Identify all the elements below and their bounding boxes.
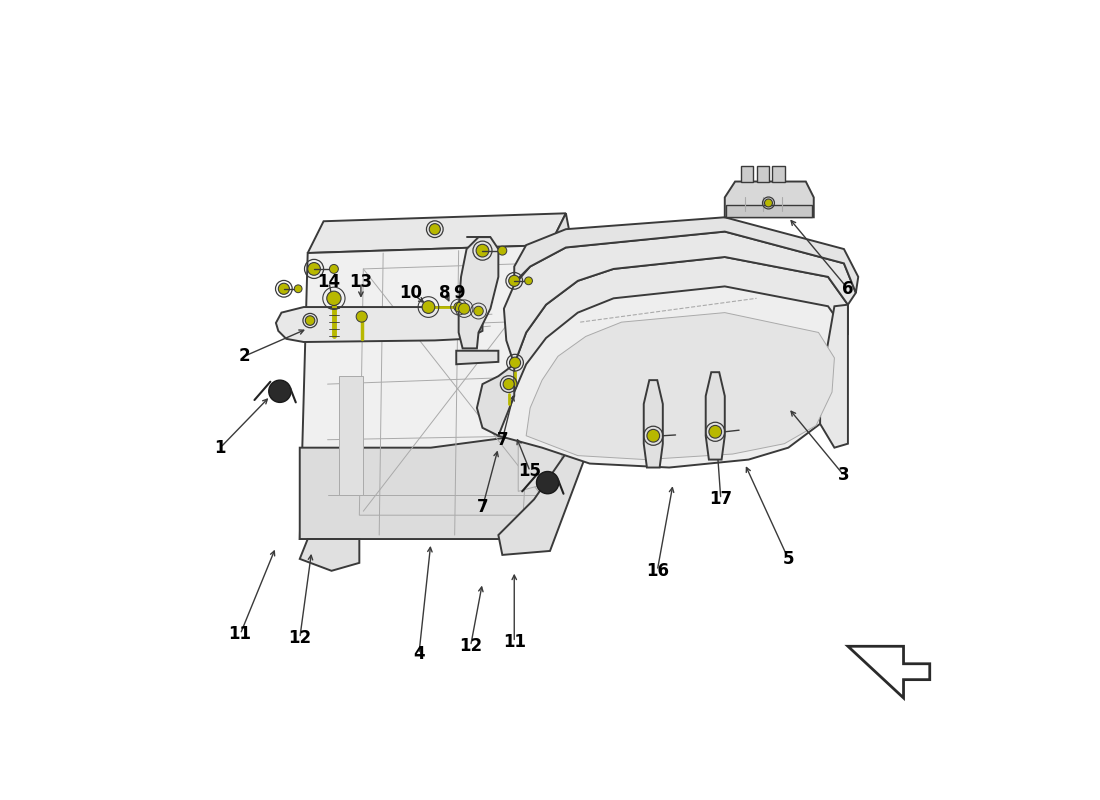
Text: 9: 9 [453, 284, 464, 302]
Circle shape [537, 471, 559, 494]
Polygon shape [300, 539, 360, 571]
Text: 12: 12 [459, 638, 482, 655]
Circle shape [764, 199, 772, 207]
Polygon shape [515, 218, 858, 293]
Polygon shape [300, 245, 586, 539]
Text: 11: 11 [229, 626, 252, 643]
Circle shape [330, 265, 339, 274]
Text: 16: 16 [646, 562, 669, 580]
Circle shape [476, 244, 488, 257]
Circle shape [429, 224, 440, 234]
Text: 13: 13 [350, 274, 373, 291]
Polygon shape [459, 237, 498, 348]
Circle shape [278, 283, 289, 294]
Circle shape [525, 277, 532, 285]
Polygon shape [276, 307, 483, 342]
Polygon shape [498, 257, 848, 436]
Text: 3: 3 [838, 466, 850, 485]
Polygon shape [706, 372, 725, 459]
Text: 11: 11 [503, 634, 526, 651]
Text: 2: 2 [239, 347, 250, 366]
Circle shape [295, 285, 302, 293]
Polygon shape [644, 380, 663, 467]
Circle shape [306, 316, 315, 326]
Circle shape [327, 291, 341, 306]
Polygon shape [518, 380, 562, 491]
Polygon shape [456, 350, 498, 364]
Text: 17: 17 [710, 490, 733, 508]
Polygon shape [340, 376, 363, 495]
Circle shape [508, 275, 520, 286]
Circle shape [474, 306, 483, 316]
Circle shape [268, 380, 292, 402]
Circle shape [498, 246, 507, 255]
Polygon shape [300, 432, 586, 539]
Polygon shape [848, 646, 930, 698]
Circle shape [509, 357, 520, 368]
Text: 7: 7 [476, 498, 488, 516]
Text: 7: 7 [496, 430, 508, 449]
Polygon shape [526, 313, 835, 459]
Text: 14: 14 [318, 274, 341, 291]
Text: 4: 4 [414, 646, 425, 663]
Polygon shape [740, 166, 754, 182]
Circle shape [708, 426, 722, 438]
Polygon shape [725, 182, 814, 218]
Polygon shape [757, 166, 769, 182]
Text: 12: 12 [288, 630, 311, 647]
Circle shape [308, 262, 320, 275]
Circle shape [454, 302, 463, 312]
Polygon shape [550, 214, 602, 432]
Polygon shape [308, 214, 565, 253]
Polygon shape [821, 305, 848, 448]
Text: 10: 10 [399, 284, 422, 302]
Text: 6: 6 [843, 280, 854, 298]
Text: 8: 8 [439, 284, 451, 302]
Circle shape [459, 303, 470, 314]
Polygon shape [498, 257, 848, 467]
Text: 15: 15 [518, 462, 541, 481]
Polygon shape [477, 364, 515, 436]
Circle shape [422, 301, 435, 314]
Polygon shape [726, 206, 812, 218]
Circle shape [503, 378, 515, 390]
Circle shape [647, 430, 660, 442]
Circle shape [356, 311, 367, 322]
Text: 5: 5 [782, 550, 794, 568]
Polygon shape [498, 448, 586, 555]
Text: 1: 1 [214, 438, 227, 457]
Polygon shape [772, 166, 785, 182]
Polygon shape [504, 231, 856, 364]
